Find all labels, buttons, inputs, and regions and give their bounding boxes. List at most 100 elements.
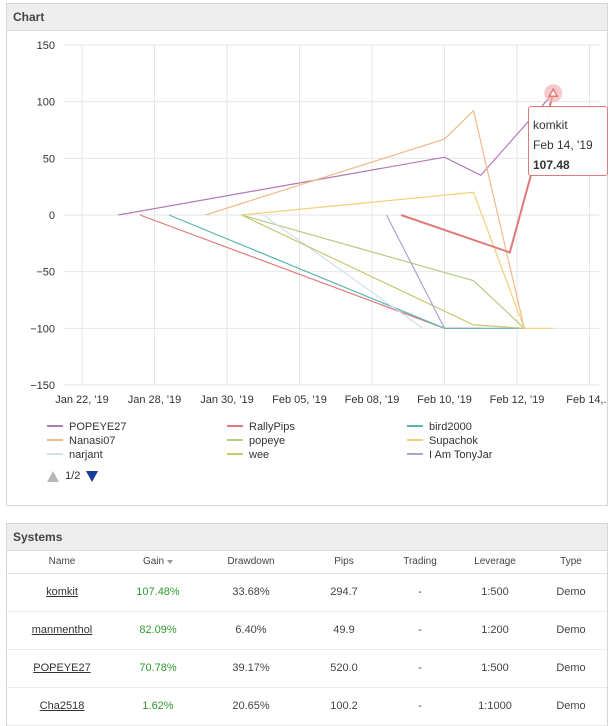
pips-cell: 520.0: [303, 649, 385, 688]
x-tick-label: Jan 30, '19: [200, 394, 253, 406]
legend-item[interactable]: RallyPips: [227, 421, 295, 435]
systems-panel: Systems Name Gain Drawdown Pips Trading …: [6, 523, 608, 726]
x-tick-label: Feb 05, '19: [272, 394, 327, 406]
system-name-link[interactable]: POPEYE27: [33, 662, 91, 674]
legend-swatch: [47, 439, 63, 442]
x-tick-label: Jan 22, '19: [55, 394, 108, 406]
legend-swatch: [407, 439, 423, 442]
pips-cell: 49.9: [303, 611, 385, 650]
series-line-popeye[interactable]: [241, 214, 525, 329]
y-tick-label: 0: [49, 210, 55, 222]
tooltip-series-name: komkit: [533, 118, 568, 132]
systems-panel-title: Systems: [7, 524, 607, 551]
pips-cell: 294.7: [303, 573, 385, 612]
series-line-wee[interactable]: [241, 214, 525, 329]
legend-item[interactable]: bird2000: [407, 421, 472, 435]
column-header-trading[interactable]: Trading: [385, 551, 455, 574]
trading-cell: -: [385, 611, 455, 650]
type-cell: Demo: [535, 687, 607, 726]
hover-marker-triangle[interactable]: [547, 87, 559, 97]
gain-cell: 70.78%: [117, 649, 199, 688]
legend-pager: 1/2: [47, 470, 99, 484]
y-tick-label: 150: [37, 40, 55, 52]
table-row: POPEYE27 70.78% 39.17% 520.0 - 1:500 Dem…: [7, 649, 607, 688]
legend-swatch: [227, 453, 243, 456]
series-line-supachok[interactable]: [241, 191, 554, 329]
legend-label: wee: [249, 449, 270, 461]
legend-next-page-icon[interactable]: [86, 470, 99, 482]
table-row: manmenthol 82.09% 6.40% 49.9 - 1:200 Dem…: [7, 611, 607, 650]
y-tick-label: 100: [37, 97, 55, 109]
column-header-gain-label: Gain: [142, 556, 165, 568]
legend-label: I Am TonyJar: [429, 449, 493, 461]
legend-item[interactable]: wee: [227, 449, 269, 463]
sort-desc-icon: [167, 559, 174, 564]
legend-item[interactable]: popeye: [227, 435, 285, 449]
trading-cell: -: [385, 687, 455, 726]
legend-swatch: [227, 439, 243, 442]
legend-label: popeye: [249, 435, 286, 447]
drawdown-cell: 20.65%: [199, 687, 303, 726]
system-name-link[interactable]: Cha2518: [39, 700, 85, 712]
y-tick-label: −150: [30, 380, 55, 392]
x-tick-label: Feb 12, '19: [490, 394, 545, 406]
legend-label: Supachok: [429, 435, 478, 447]
legend-swatch: [47, 425, 63, 428]
legend-item[interactable]: Supachok: [407, 435, 478, 449]
column-header-gain[interactable]: Gain: [117, 551, 199, 574]
series-line-nanasi07[interactable]: [205, 109, 525, 329]
drawdown-cell: 6.40%: [199, 611, 303, 650]
legend-item[interactable]: I Am TonyJar: [407, 449, 492, 463]
legend-item[interactable]: narjant: [47, 449, 103, 463]
legend-prev-page-icon[interactable]: [47, 470, 59, 482]
legend-swatch: [407, 425, 423, 428]
tooltip-date: Feb 14, '19: [533, 138, 593, 152]
leverage-cell: 1:1000: [455, 687, 535, 726]
x-tick-label: Feb 08, '19: [345, 394, 400, 406]
gain-cell: 107.48%: [117, 573, 199, 612]
legend-swatch: [47, 453, 63, 456]
legend-label: bird2000: [429, 421, 472, 433]
legend-item[interactable]: POPEYE27: [47, 421, 126, 435]
series-line-narjant[interactable]: [262, 214, 424, 329]
trading-cell: -: [385, 573, 455, 612]
leverage-cell: 1:500: [455, 649, 535, 688]
y-tick-label: 50: [43, 153, 55, 165]
legend-label: narjant: [69, 449, 103, 461]
gain-cell: 82.09%: [117, 611, 199, 650]
systems-header-row: Name Gain Drawdown Pips Trading Leverage…: [7, 551, 607, 574]
series-line-popeye27[interactable]: [118, 92, 554, 216]
system-name-link[interactable]: komkit: [46, 586, 78, 598]
x-tick-label: Feb 10, '19: [417, 394, 472, 406]
column-header-type[interactable]: Type: [535, 551, 607, 574]
chart-tooltip: komkit Feb 14, '19 107.48: [528, 106, 608, 176]
type-cell: Demo: [535, 649, 607, 688]
system-name-link[interactable]: manmenthol: [31, 624, 93, 636]
y-tick-label: −50: [36, 267, 55, 279]
chart-legend: POPEYE27 RallyPips bird2000 Nanasi07 popeye S…: [7, 418, 607, 468]
tooltip-value: 107.48: [533, 158, 570, 172]
legend-label: POPEYE27: [69, 421, 127, 433]
pips-cell: 100.2: [303, 687, 385, 726]
series-line-i-am-tonyjar[interactable]: [385, 214, 446, 329]
x-tick-label: Feb 14,...: [566, 394, 607, 406]
y-tick-label: −100: [30, 323, 55, 335]
legend-page-indicator: 1/2: [65, 470, 81, 483]
x-tick-label: Jan 28, '19: [128, 394, 181, 406]
trading-cell: -: [385, 649, 455, 688]
systems-table: Name Gain Drawdown Pips Trading Leverage…: [7, 551, 607, 726]
legend-item[interactable]: Nanasi07: [47, 435, 115, 449]
column-header-pips[interactable]: Pips: [303, 551, 385, 574]
type-cell: Demo: [535, 611, 607, 650]
legend-label: Nanasi07: [69, 435, 116, 447]
drawdown-cell: 33.68%: [199, 573, 303, 612]
legend-swatch: [407, 453, 423, 456]
column-header-drawdown[interactable]: Drawdown: [199, 551, 303, 574]
column-header-leverage[interactable]: Leverage: [455, 551, 535, 574]
chart-panel: Chart 150 100 50 0 −50 −100 −150 Jan 22, '19 Jan…: [6, 3, 608, 506]
column-header-name[interactable]: Name: [7, 551, 117, 574]
leverage-cell: 1:200: [455, 611, 535, 650]
leverage-cell: 1:500: [455, 573, 535, 612]
gain-cell: 1.62%: [117, 687, 199, 726]
